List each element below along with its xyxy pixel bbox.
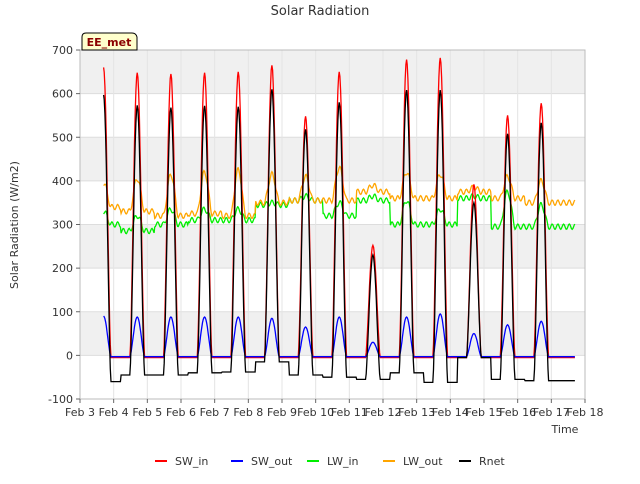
legend-entry: SW_in [175,455,208,468]
y-tick-label: 400 [52,175,73,188]
x-tick-label: Feb 14 [432,406,469,419]
legend-entry: Rnet [479,455,505,468]
series-line-lw-in [103,188,576,235]
x-tick-label: Feb 3 [65,406,95,419]
site-label-box: EE_met [81,32,138,51]
x-axis-label: Time [551,423,579,436]
grid-band [80,224,585,269]
legend: SW_in SW_out LW_in LW_out Rnet [155,455,505,468]
y-tick-label: 200 [52,262,73,275]
x-tick-label: Feb 11 [331,406,368,419]
grid-band [80,137,585,181]
y-tick-label: 500 [52,131,73,144]
x-tick-label: Feb 16 [499,406,536,419]
x-tick-label: Feb 13 [398,406,435,419]
y-axis-label: Solar Radiation (W/m2) [8,161,21,289]
legend-entry: LW_out [403,455,443,468]
legend-entry: LW_in [327,455,359,468]
x-tick-label: Feb 15 [466,406,503,419]
y-tick-label: 700 [52,44,73,57]
site-label: EE_met [87,36,132,49]
x-tick-label: Feb 9 [267,406,297,419]
series-line-sw-out [103,312,575,358]
x-tick-label: Feb 12 [365,406,402,419]
x-tick-label: Feb 18 [567,406,604,419]
grid-band [80,50,585,94]
legend-entry: SW_out [251,455,293,468]
x-tick-label: Feb 10 [297,406,334,419]
x-tick-label: Feb 5 [132,406,162,419]
x-tick-label: Feb 8 [233,406,263,419]
y-tick-label: -100 [48,393,73,406]
x-tick-label: Feb 6 [166,406,196,419]
y-tick-label: 100 [52,306,73,319]
grid-band [80,268,585,312]
x-tick-label: Feb 7 [200,406,230,419]
chart-title: Solar Radiation [271,4,370,19]
x-tick-label: Feb 17 [533,406,570,419]
grid-band [80,93,585,138]
x-tick-label: Feb 4 [99,406,129,419]
y-tick-label: 300 [52,219,73,232]
series-line-lw-out [103,165,576,220]
y-tick-label: 0 [66,349,73,362]
y-tick-label: 600 [52,88,73,101]
series-line-sw-in [102,57,575,359]
series-line-rnet [102,89,575,384]
